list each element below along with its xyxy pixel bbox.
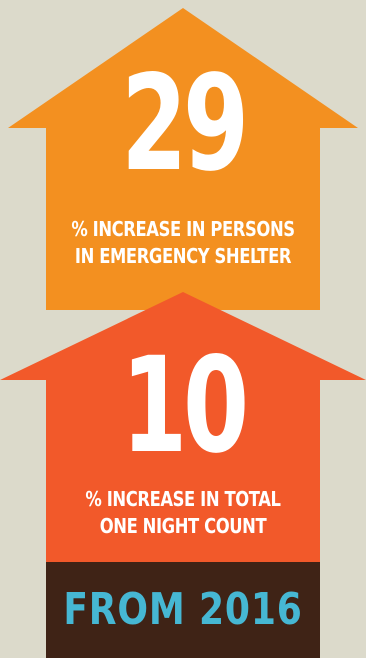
top-stat-caption-line2: IN EMERGENCY SHELTER (74, 244, 292, 268)
bottom-stat-caption-line1: % INCREASE IN TOTAL (85, 487, 281, 511)
bottom-stat-caption-line2: ONE NIGHT COUNT (99, 514, 267, 538)
top-stat-caption-line1: % INCREASE IN PERSONS (71, 217, 295, 241)
bottom-stat-number: 10 (121, 329, 249, 483)
footer-bar (46, 562, 320, 658)
top-stat-number: 29 (121, 47, 249, 201)
top-arrow-shape (8, 8, 358, 310)
bottom-arrow-shape (0, 292, 366, 600)
footer-label: FROM 2016 (63, 584, 303, 635)
